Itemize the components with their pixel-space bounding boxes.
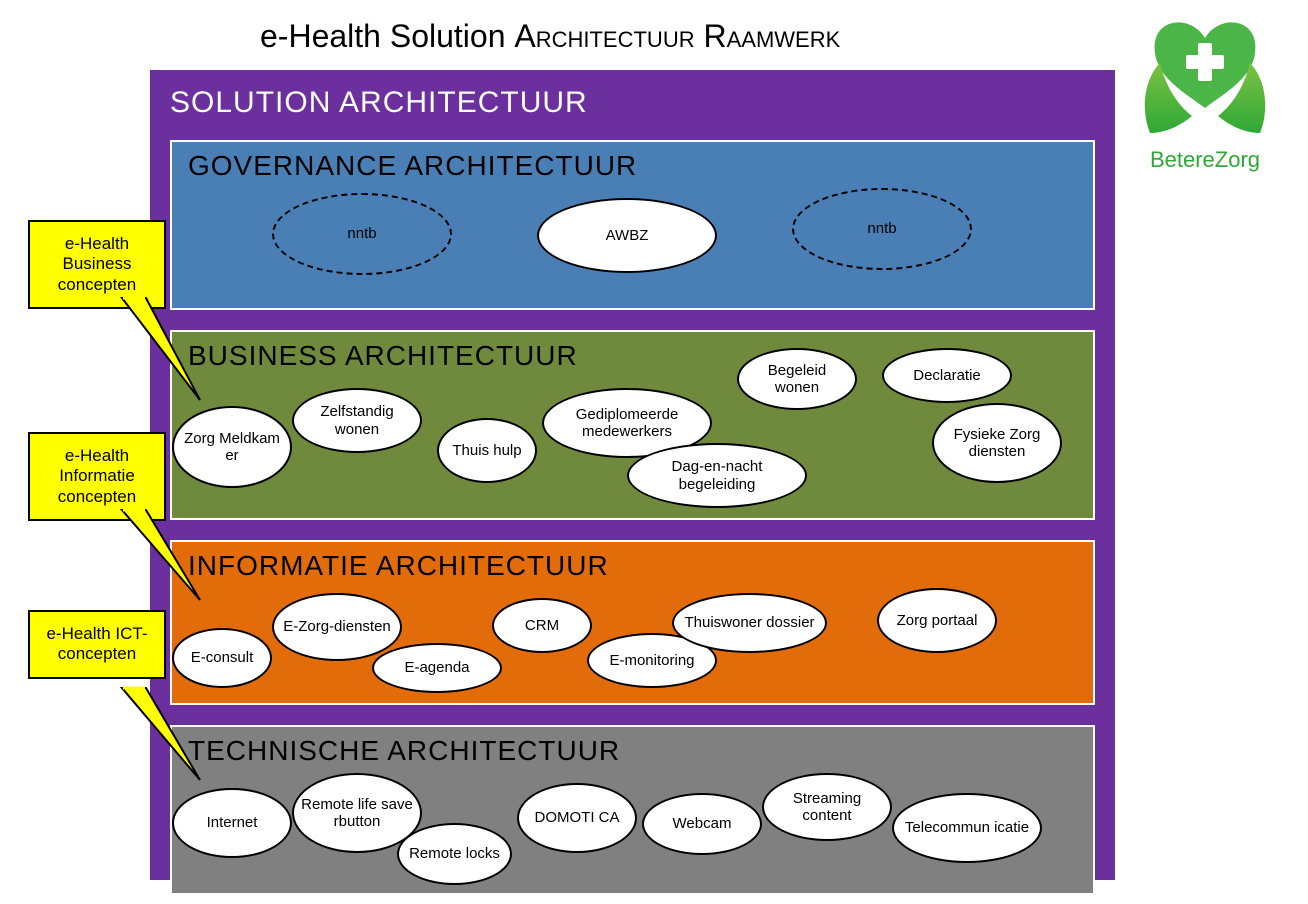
- layer-title-governance: GOVERNANCE ARCHITECTUUR: [182, 146, 1083, 188]
- layer-body-technische: Internet Remote life save rbutton Remote l…: [182, 773, 1083, 883]
- node-label: Zorg portaal: [897, 612, 978, 629]
- node-business-2: Thuis hulp: [437, 418, 537, 483]
- node-informatie-5: Thuiswoner dossier: [672, 593, 827, 653]
- layer-governance: GOVERNANCE ARCHITECTUUR nntb AWBZ nntb: [170, 140, 1095, 310]
- node-business-6: Declaratie: [882, 348, 1012, 403]
- node-label: nntb: [867, 220, 896, 237]
- node-label: Internet: [207, 814, 258, 831]
- node-technische-0: Internet: [172, 788, 292, 858]
- node-label: Thuiswoner dossier: [684, 614, 814, 631]
- layer-title-technische: TECHNISCHE ARCHITECTUUR: [182, 731, 1083, 773]
- logo-icon: [1130, 8, 1280, 138]
- node-label: Webcam: [673, 815, 732, 832]
- node-label: Zelfstandig wonen: [300, 403, 414, 438]
- node-technische-6: Telecommun icatie: [892, 793, 1042, 863]
- layer-technische: TECHNISCHE ARCHITECTUUR Internet Remote li…: [170, 725, 1095, 895]
- node-label: Telecommun icatie: [905, 819, 1029, 836]
- callout-0: e-Health Business concepten: [28, 220, 166, 309]
- node-label: E-agenda: [404, 659, 469, 676]
- layer-informatie: INFORMATIE ARCHITECTUUR E-consult E-Zorg-d…: [170, 540, 1095, 705]
- node-informatie-3: CRM: [492, 598, 592, 653]
- node-business-5: Dag-en-nacht begeleiding: [627, 443, 807, 508]
- title-sc: Architectuur Raamwerk: [514, 18, 840, 54]
- solution-architectuur-container: SOLUTION ARCHITECTUUR GOVERNANCE ARCHITE…: [150, 70, 1115, 880]
- node-governance-1: AWBZ: [537, 198, 717, 273]
- layer-title-informatie: INFORMATIE ARCHITECTUUR: [182, 546, 1083, 588]
- node-label: Declaratie: [913, 367, 981, 384]
- layer-business: BUSINESS ARCHITECTUURZorg Meldkam erZelf…: [170, 330, 1095, 520]
- node-label: E-Zorg-diensten: [283, 618, 391, 635]
- node-label: Fysieke Zorg diensten: [940, 426, 1054, 461]
- node-governance-2: nntb: [792, 188, 972, 270]
- node-business-1: Zelfstandig wonen: [292, 388, 422, 453]
- node-informatie-1: E-Zorg-diensten: [272, 593, 402, 661]
- node-informatie-2: E-agenda: [372, 643, 502, 693]
- node-label: Remote life save rbutton: [300, 796, 414, 831]
- layer-body-governance: nntb AWBZ nntb: [182, 188, 1083, 298]
- node-label: DOMOTI CA: [535, 809, 620, 826]
- node-label: Begeleid wonen: [745, 362, 849, 397]
- node-label: E-monitoring: [609, 652, 694, 669]
- node-informatie-0: E-consult: [172, 628, 272, 688]
- node-technische-5: Streaming content: [762, 773, 892, 841]
- node-label: Streaming content: [770, 790, 884, 825]
- node-technische-4: Webcam: [642, 793, 762, 855]
- layer-body-informatie: E-consult E-Zorg-diensten E-agenda CRM E-mon…: [182, 588, 1083, 693]
- node-label: Zorg Meldkam er: [180, 430, 284, 465]
- node-technische-2: Remote locks: [397, 823, 512, 885]
- node-informatie-6: Zorg portaal: [877, 588, 997, 653]
- node-governance-0: nntb: [272, 193, 452, 275]
- node-business-7: Fysieke Zorg diensten: [932, 403, 1062, 483]
- node-label: Dag-en-nacht begeleiding: [635, 458, 799, 493]
- title-prefix: e-Health Solution: [260, 18, 514, 54]
- node-label: Gediplomeerde medewerkers: [550, 406, 704, 441]
- callout-2: e-Health ICT-concepten: [28, 610, 166, 679]
- page-title: e-Health Solution Architectuur Raamwerk: [260, 18, 840, 55]
- node-label: nntb: [347, 225, 376, 242]
- node-business-0: Zorg Meldkam er: [172, 406, 292, 488]
- callout-1: e-Health Informatie concepten: [28, 432, 166, 521]
- logo: BetereZorg: [1130, 8, 1280, 173]
- node-label: AWBZ: [606, 227, 649, 244]
- node-label: Thuis hulp: [452, 442, 521, 459]
- node-business-4: Begeleid wonen: [737, 348, 857, 410]
- node-technische-3: DOMOTI CA: [517, 783, 637, 853]
- main-title: SOLUTION ARCHITECTUUR: [150, 70, 1115, 132]
- layer-body-business: Zorg Meldkam er Zelfstandig wonen Thuis hu…: [182, 378, 1083, 508]
- logo-text: BetereZorg: [1130, 147, 1280, 173]
- node-label: E-consult: [191, 649, 254, 666]
- node-label: Remote locks: [409, 845, 500, 862]
- node-label: CRM: [525, 617, 559, 634]
